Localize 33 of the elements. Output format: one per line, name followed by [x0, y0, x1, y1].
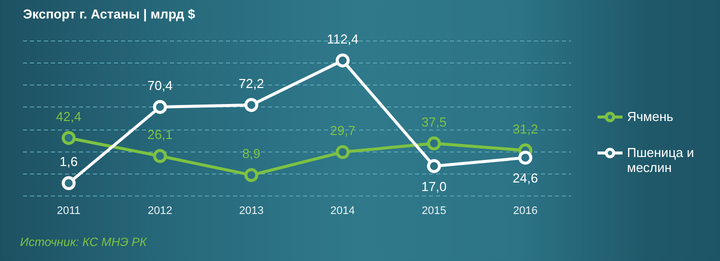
data-label: 112,4 — [326, 31, 358, 46]
point — [336, 145, 350, 160]
x-tick-label: 2012 — [148, 205, 172, 217]
chart-title: Экспорт г. Астаны | млрд $ — [23, 6, 196, 22]
point — [153, 149, 167, 163]
legend-label: Пшеница и меслин — [627, 145, 694, 175]
point — [427, 136, 441, 150]
data-label: 70,4 — [147, 78, 173, 93]
x-tick-label: 2015 — [422, 205, 446, 217]
point — [62, 131, 76, 145]
data-label: 1,6 — [60, 154, 78, 170]
point — [244, 168, 258, 182]
data-label: 72,2 — [238, 76, 264, 91]
data-label: 8,9 — [242, 146, 260, 162]
point — [336, 54, 350, 68]
legend-label: Ячмень — [627, 109, 674, 124]
point — [244, 98, 258, 112]
data-label: 42,4 — [56, 108, 82, 124]
x-tick-label: 2011 — [56, 205, 80, 217]
point — [427, 159, 441, 174]
point — [518, 150, 532, 165]
x-tick-label: 2016 — [513, 205, 538, 217]
data-label: 26,1 — [147, 127, 173, 142]
point — [62, 176, 76, 190]
data-label: 31,2 — [512, 121, 538, 136]
data-label: 37,5 — [421, 114, 447, 130]
point — [153, 100, 167, 114]
data-label: 17,0 — [421, 179, 447, 194]
x-tick-label: 2014 — [330, 205, 355, 217]
text: Источник: КС МНЭ РК — [20, 235, 148, 249]
data-label: 29,7 — [330, 123, 356, 138]
data-label: 24,6 — [512, 170, 538, 186]
x-tick-label: 2013 — [239, 205, 264, 217]
